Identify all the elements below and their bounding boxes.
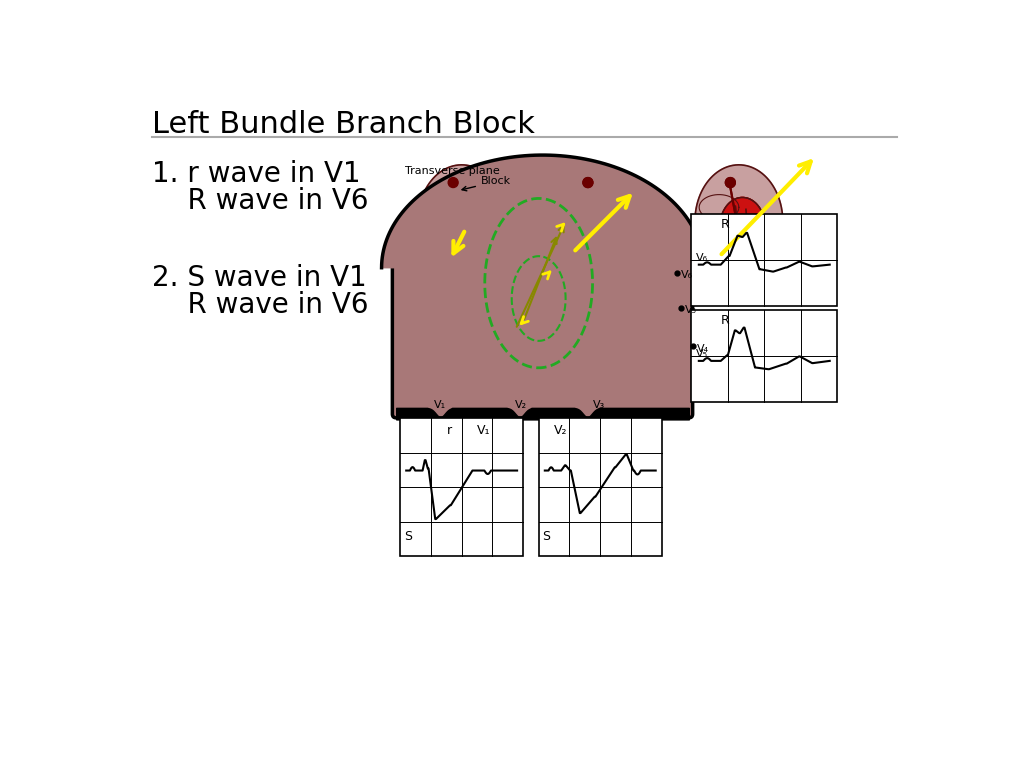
Text: Block: Block [462,177,511,190]
Text: Transverse plane: Transverse plane [406,167,500,177]
Text: Left Bundle Branch Block: Left Bundle Branch Block [153,110,535,139]
Circle shape [725,177,735,187]
Circle shape [583,177,593,187]
Text: 2. S wave in V1: 2. S wave in V1 [153,264,367,292]
Text: V₂: V₂ [515,400,527,410]
Circle shape [449,177,458,187]
Text: R wave in V6: R wave in V6 [153,187,369,215]
Bar [539,418,662,557]
Text: V₅: V₅ [695,349,708,359]
Text: S: S [543,530,551,543]
Polygon shape [699,194,739,220]
Text: r: r [446,424,452,437]
Polygon shape [578,197,623,257]
Text: S: S [403,530,412,543]
Polygon shape [557,194,596,220]
Ellipse shape [711,218,781,267]
Text: V₅: V₅ [685,305,697,315]
Bar [691,214,838,306]
Bar [691,310,838,402]
Text: V₆: V₆ [681,270,693,280]
Polygon shape [720,197,765,257]
Polygon shape [418,165,506,278]
Text: R wave in V6: R wave in V6 [153,291,369,319]
Text: R: R [720,217,729,230]
Polygon shape [553,165,640,278]
Text: V₁: V₁ [476,424,489,437]
Polygon shape [695,165,782,278]
Text: 1. r wave in V1: 1. r wave in V1 [153,160,360,188]
Polygon shape [578,197,623,257]
Bar [400,418,523,557]
Text: V₄: V₄ [696,343,709,353]
FancyBboxPatch shape [392,264,692,418]
Circle shape [725,177,735,187]
Polygon shape [422,194,462,220]
Text: V₁: V₁ [434,400,446,410]
Text: V₂: V₂ [553,424,567,437]
Polygon shape [442,197,487,257]
Text: V₃: V₃ [593,400,605,410]
Polygon shape [720,197,765,257]
Text: R: R [720,314,729,327]
Circle shape [583,177,593,187]
Text: V₆: V₆ [695,253,708,263]
Polygon shape [382,155,703,268]
